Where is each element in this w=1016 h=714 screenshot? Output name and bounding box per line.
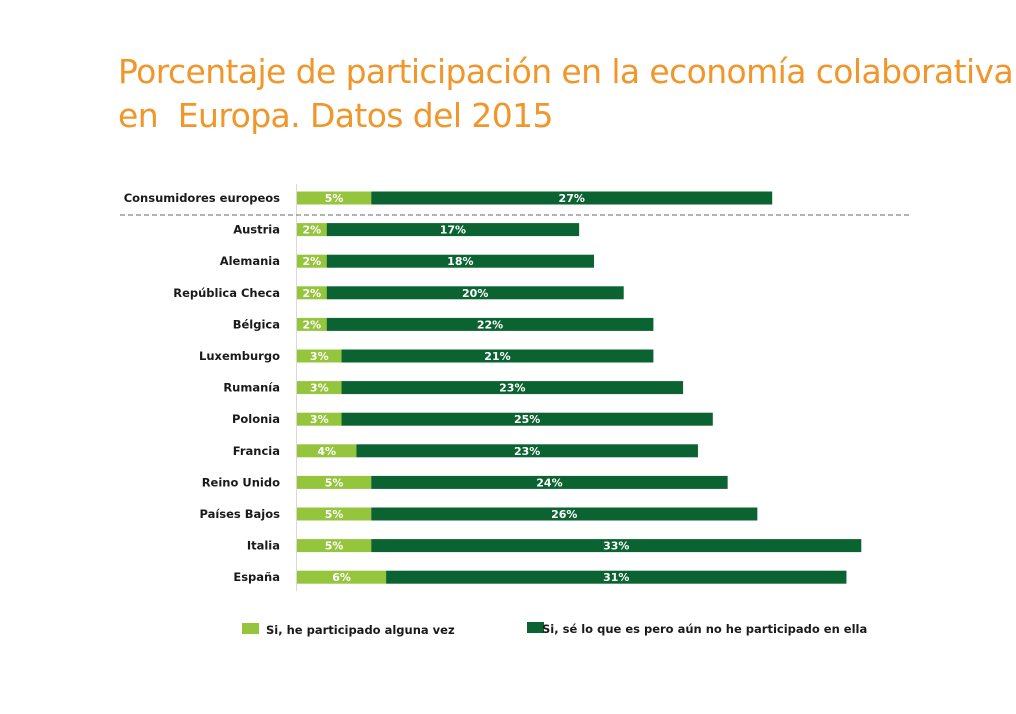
category-label: Luxemburgo — [199, 349, 280, 363]
data-label: 27% — [559, 192, 585, 205]
data-label: 5% — [325, 508, 344, 521]
bar-not-participated — [371, 475, 728, 489]
data-label: 33% — [603, 540, 629, 553]
data-label: 3% — [310, 350, 329, 363]
bar-not-participated — [341, 349, 654, 363]
data-label: 31% — [603, 571, 629, 584]
category-label: Rumanía — [223, 381, 280, 395]
category-label: Reino Unido — [202, 475, 280, 489]
category-label: Austria — [233, 223, 280, 237]
chart-title-line-1: Porcentaje de participación en la econom… — [118, 52, 1014, 91]
bar-not-participated — [371, 539, 862, 553]
chart-title-line-2: en Europa. Datos del 2015 — [118, 96, 553, 135]
data-label: 18% — [447, 255, 473, 268]
legend-swatch — [527, 622, 544, 633]
bar-not-participated — [326, 223, 580, 237]
bar-participated — [297, 223, 327, 237]
chart-title: Porcentaje de participación en la econom… — [118, 50, 1014, 138]
data-label: 3% — [310, 382, 329, 395]
category-label: Polonia — [232, 412, 280, 426]
bar-participated — [297, 191, 372, 205]
bar-not-participated — [371, 191, 773, 205]
legend-label: Si, sé lo que es pero aún no he particip… — [542, 622, 867, 636]
data-label: 2% — [303, 287, 322, 300]
legend-label: Si, he participado alguna vez — [266, 623, 455, 637]
category-label: República Checa — [173, 286, 280, 300]
bar-participated — [297, 381, 342, 395]
data-label: 23% — [499, 382, 525, 395]
data-label: 26% — [551, 508, 577, 521]
bar-not-participated — [386, 570, 847, 584]
data-label: 22% — [477, 318, 503, 331]
data-label: 2% — [303, 224, 322, 237]
category-label: Bélgica — [233, 317, 280, 331]
bar-participated — [297, 507, 372, 521]
data-label: 5% — [325, 192, 344, 205]
data-label: 24% — [536, 476, 562, 489]
data-label: 5% — [325, 540, 344, 553]
bar-not-participated — [356, 444, 698, 458]
bar-participated — [297, 254, 327, 268]
category-label: Francia — [233, 444, 280, 458]
category-label: Alemania — [220, 254, 280, 268]
bar-participated — [297, 539, 372, 553]
bar-not-participated — [326, 286, 624, 300]
data-label: 4% — [317, 445, 336, 458]
data-label: 5% — [325, 476, 344, 489]
bar-not-participated — [341, 412, 713, 426]
bar-participated — [297, 444, 357, 458]
data-label: 20% — [462, 287, 488, 300]
bar-participated — [297, 349, 342, 363]
bar-participated — [297, 475, 372, 489]
data-label: 17% — [440, 224, 466, 237]
bar-participated — [297, 570, 387, 584]
bar-participated — [297, 412, 342, 426]
data-label: 3% — [310, 413, 329, 426]
bar-participated — [297, 286, 327, 300]
data-label: 25% — [514, 413, 540, 426]
bar-participated — [297, 317, 327, 331]
bar-not-participated — [371, 507, 758, 521]
bar-not-participated — [326, 317, 654, 331]
category-label: España — [233, 570, 280, 584]
category-label: Italia — [247, 539, 280, 553]
bar-not-participated — [326, 254, 594, 268]
category-label: Países Bajos — [199, 507, 280, 521]
bar-not-participated — [341, 381, 684, 395]
data-label: 2% — [303, 318, 322, 331]
category-label: Consumidores europeos — [124, 191, 280, 205]
data-label: 6% — [332, 571, 351, 584]
data-label: 21% — [484, 350, 510, 363]
legend-swatch — [242, 623, 259, 634]
data-label: 23% — [514, 445, 540, 458]
data-label: 2% — [303, 255, 322, 268]
